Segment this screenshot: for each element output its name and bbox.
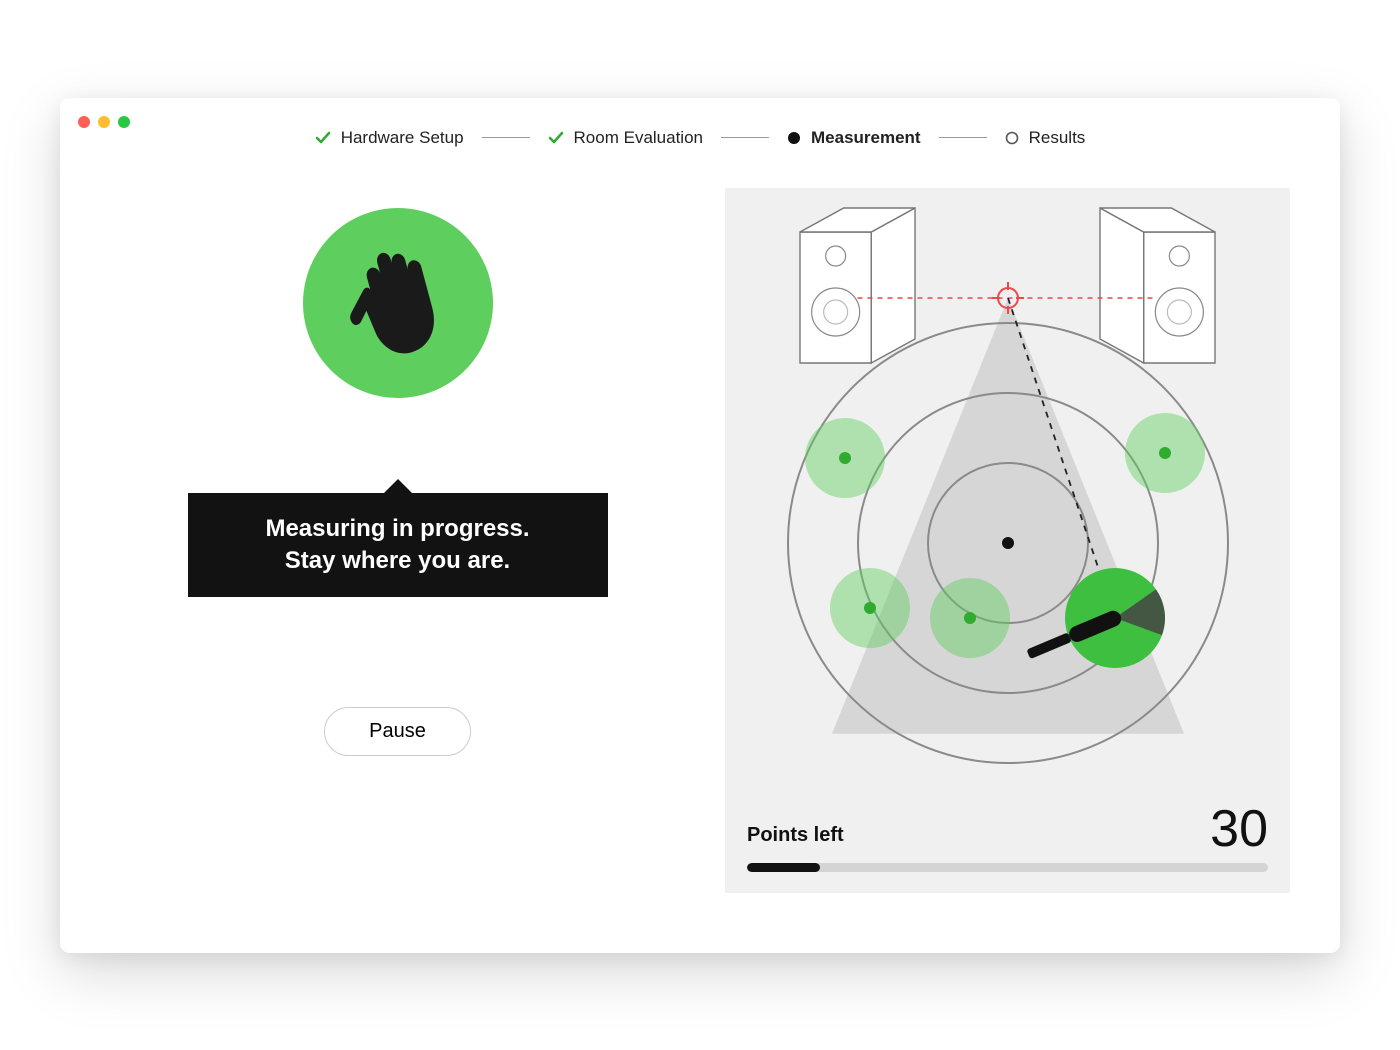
tooltip-line1: Measuring in progress. [228,513,568,545]
left-panel: Measuring in progress. Stay where you ar… [110,188,685,893]
traffic-lights [78,116,130,128]
pause-button[interactable]: Pause [324,707,471,756]
close-traffic-light[interactable] [78,116,90,128]
step-hardware-setup[interactable]: Hardware Setup [315,128,464,148]
content-area: Measuring in progress. Stay where you ar… [60,148,1340,933]
dot-filled-icon [787,131,801,145]
step-connector [939,137,987,138]
room-diagram [725,188,1290,803]
progress-bar [747,863,1268,872]
step-room-evaluation[interactable]: Room Evaluation [548,128,703,148]
step-label: Hardware Setup [341,128,464,148]
app-window: Hardware Setup Room Evaluation Measureme… [60,98,1340,953]
hand-icon [340,245,455,360]
step-results[interactable]: Results [1005,128,1086,148]
step-label: Room Evaluation [574,128,703,148]
progress-stepper: Hardware Setup Room Evaluation Measureme… [60,98,1340,148]
right-panel: Points left 30 [725,188,1290,893]
check-icon [548,130,564,146]
maximize-traffic-light[interactable] [118,116,130,128]
diagram-footer: Points left 30 [725,803,1290,894]
tooltip-line2: Stay where you are. [228,545,568,577]
points-left-value: 30 [1210,803,1268,855]
step-measurement[interactable]: Measurement [787,128,921,148]
status-tooltip: Measuring in progress. Stay where you ar… [188,493,608,598]
step-label: Results [1029,128,1086,148]
step-connector [721,137,769,138]
minimize-traffic-light[interactable] [98,116,110,128]
step-label: Measurement [811,128,921,148]
hand-badge [303,208,493,398]
points-left-label: Points left [747,824,844,847]
diagram-svg [725,188,1290,798]
progress-bar-fill [747,863,820,872]
dot-outline-icon [1005,131,1019,145]
check-icon [315,130,331,146]
step-connector [482,137,530,138]
